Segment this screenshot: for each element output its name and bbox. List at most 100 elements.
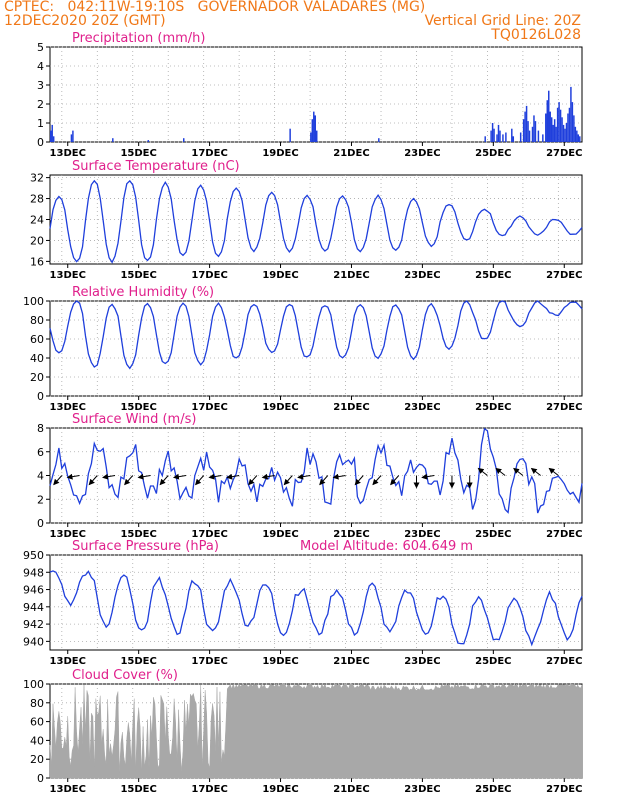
x-tick-label: 25DEC (475, 529, 511, 540)
precip-bar (70, 134, 73, 142)
wind-direction-arrow (495, 467, 506, 476)
y-tick-label: 100 (23, 295, 44, 308)
x-tick-label: 13DEC (50, 529, 86, 540)
precip-bar (576, 130, 578, 142)
x-tick-label: 15DEC (120, 402, 156, 413)
precip-bar (314, 115, 316, 142)
precip-bar (568, 107, 571, 142)
series-line (49, 179, 583, 264)
x-tick-label: 13DEC (50, 270, 86, 281)
x-tick-label: 21DEC (333, 270, 369, 281)
y-tick-label: 940 (23, 635, 44, 648)
precip-bar (533, 115, 535, 142)
precip-bar (522, 119, 525, 142)
precip-bar (499, 130, 501, 142)
x-tick-label: 17DEC (191, 270, 227, 281)
wind-direction-arrow (319, 475, 329, 486)
panel-annotation: Model Altitude: 604.649 m (300, 539, 473, 554)
wind-direction-arrow (261, 473, 275, 480)
x-tick-label: 27DEC (546, 529, 582, 540)
wind-direction-arrow (297, 473, 311, 480)
x-tick-label: 23DEC (404, 270, 440, 281)
header-grid-line: Vertical Grid Line: 20Z (424, 13, 581, 29)
panel-frame (49, 554, 583, 651)
precip-bar (542, 134, 544, 142)
y-tick-label: 946 (23, 584, 44, 597)
panel-title: Precipitation (mm/h) (72, 31, 205, 46)
y-tick-label: 28 (30, 193, 44, 206)
precip-bar (528, 130, 531, 142)
x-tick-label: 23DEC (404, 529, 440, 540)
x-tick-label: 23DEC (404, 656, 440, 667)
precip-bar (52, 136, 55, 142)
precip-bar (555, 126, 557, 142)
x-tick-label: 27DEC (546, 402, 582, 413)
wind-direction-arrow (88, 475, 98, 486)
precip-bar (579, 136, 581, 142)
panel-title: Relative Humidity (%) (72, 285, 214, 300)
precip-bar (50, 130, 52, 142)
wind-direction-arrow (390, 475, 400, 486)
x-tick-label: 15DEC (120, 656, 156, 667)
wind-direction-arrow (372, 475, 382, 486)
precip-bar (497, 124, 500, 142)
precip-bar (565, 123, 568, 142)
precip-bar (511, 128, 513, 142)
x-tick-label: 25DEC (475, 270, 511, 281)
x-tick-label: 17DEC (191, 402, 227, 413)
wind-direction-arrow (421, 473, 435, 480)
y-tick-label: 20 (30, 753, 44, 766)
x-tick-label: 13DEC (50, 784, 86, 795)
precip-bar (564, 128, 566, 142)
precip-bar (549, 111, 551, 142)
precip-bar (524, 111, 526, 142)
x-tick-label: 19DEC (262, 148, 298, 159)
precip-bar (505, 132, 507, 142)
x-tick-label: 21DEC (333, 148, 369, 159)
precip-bar (534, 121, 537, 142)
precip-bar (491, 123, 494, 142)
x-tick-label: 13DEC (50, 402, 86, 413)
precip-bar (546, 100, 549, 142)
y-tick-label: 60 (30, 716, 44, 729)
y-tick-label: 0 (37, 136, 44, 149)
precip-bar (574, 126, 577, 142)
header-model-code: TQ0126L028 (491, 27, 581, 43)
series-line (49, 300, 583, 370)
y-tick-label: 948 (23, 566, 44, 579)
x-tick-label: 21DEC (333, 529, 369, 540)
wind-direction-arrow (208, 473, 222, 480)
y-tick-label: 80 (30, 697, 44, 710)
wind-direction-arrow (226, 473, 240, 480)
precip-bar (561, 117, 563, 142)
precip-bar (559, 109, 562, 142)
y-tick-label: 3 (37, 79, 44, 92)
precip-bar (550, 117, 553, 142)
wind-direction-arrow (283, 475, 293, 486)
precip-bar (512, 136, 515, 142)
precip-bar (496, 134, 498, 142)
y-tick-label: 2 (37, 493, 44, 506)
wind-direction-arrow (124, 475, 134, 486)
x-tick-label: 19DEC (262, 529, 298, 540)
x-tick-label: 19DEC (262, 784, 298, 795)
precip-bar (311, 119, 314, 142)
x-tick-label: 21DEC (333, 784, 369, 795)
x-tick-label: 25DEC (475, 402, 511, 413)
header-date: 12DEC2020 20Z (GMT) (4, 13, 166, 29)
panel-title: Surface Wind (m/s) (72, 412, 196, 427)
cloud-cover-area (49, 683, 583, 779)
wind-direction-arrow (332, 473, 346, 480)
x-tick-label: 25DEC (475, 784, 511, 795)
wind-direction-arrow (548, 467, 559, 476)
precip-bar (573, 115, 575, 142)
y-tick-label: 0 (37, 390, 44, 403)
x-tick-label: 13DEC (50, 148, 86, 159)
precip-bar (484, 136, 486, 142)
x-tick-label: 23DEC (404, 784, 440, 795)
x-tick-label: 19DEC (262, 656, 298, 667)
precip-bar (112, 138, 114, 142)
y-tick-label: 4 (37, 470, 44, 483)
x-tick-label: 15DEC (120, 148, 156, 159)
